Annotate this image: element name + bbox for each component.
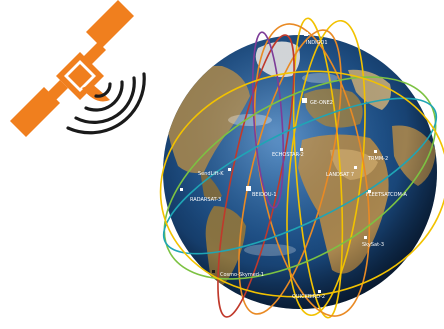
satellite-markers: INDIGO1 GE-ONE2 ECHOSTAR-2 SendLift-K RA… xyxy=(180,32,408,300)
orbit-lines xyxy=(159,17,444,319)
satellite-label: ECHOSTAR-2 xyxy=(272,152,304,158)
satellite-label: RADARSAT-3 xyxy=(190,197,221,203)
signal-waves-icon xyxy=(66,72,146,135)
satellite-label: BEIDOU-1 xyxy=(252,192,277,198)
orbit-yellow-ring xyxy=(159,70,444,298)
satellite-label: QUICKBIRD-2 xyxy=(292,294,325,300)
orbit-orange-2 xyxy=(238,29,342,315)
satellite-label: SkySat-3 xyxy=(362,242,384,248)
orbit-yellow-2 xyxy=(286,19,366,317)
satellite-label: FLEETSATCOM-A xyxy=(366,192,408,198)
orbit-teal xyxy=(162,97,438,255)
satellite-label: GE-ONE2 xyxy=(310,100,333,106)
orbit-red xyxy=(217,34,295,318)
satellite-label: INDIGO1 xyxy=(306,40,328,46)
orbit-orange-1 xyxy=(253,23,371,317)
satellite-label: LANDSAT 7 xyxy=(326,172,354,178)
orbit-green xyxy=(163,76,437,280)
satellite-label: Cosmo-Skymed-1 xyxy=(220,272,264,278)
orbit-purple xyxy=(251,31,285,209)
orbit-yellow-1 xyxy=(292,17,344,319)
satellite-label: TRMM-2 xyxy=(367,156,388,162)
satellite-icon xyxy=(10,0,134,137)
satellite-label: SendLift-K xyxy=(198,171,224,177)
